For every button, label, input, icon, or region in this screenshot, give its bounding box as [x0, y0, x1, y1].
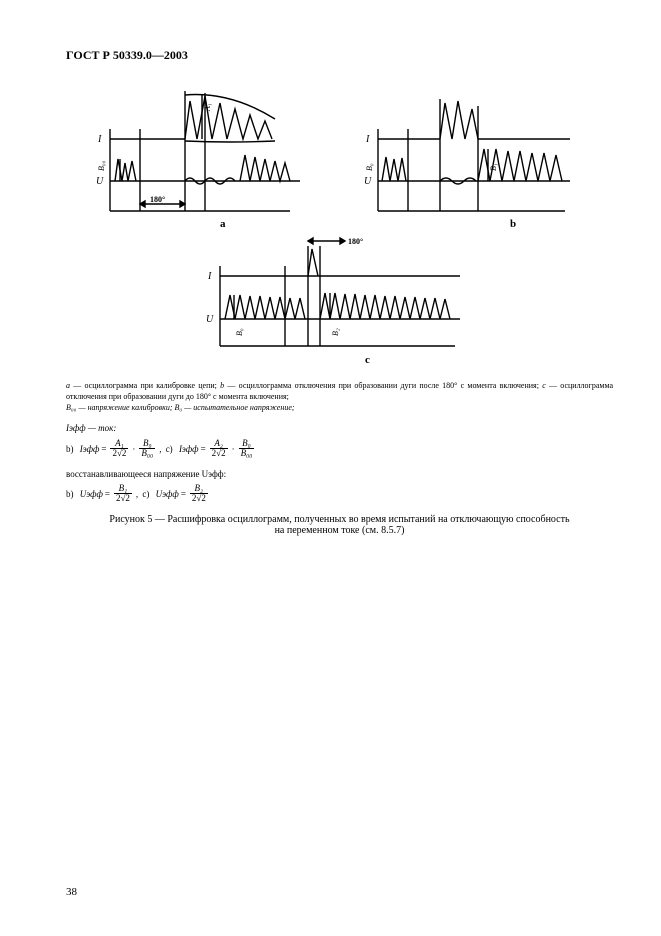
svg-text:180°: 180°: [150, 195, 165, 204]
svg-text:B₁: B₁: [489, 163, 498, 171]
figure-caption: Рисунок 5 — Расшифровка осциллограмм, по…: [66, 514, 613, 536]
svg-text:b: b: [510, 218, 516, 230]
svg-text:U: U: [206, 314, 214, 325]
figure-legend: a — осциллограмма при калибровке цепи; b…: [66, 381, 613, 413]
figure-b: I U B₀ B₁ b: [360, 81, 590, 231]
svg-text:c: c: [365, 354, 370, 366]
svg-text:I: I: [97, 134, 102, 145]
svg-text:B₂: B₂: [331, 328, 340, 336]
svg-text:I: I: [207, 271, 212, 282]
formula-block: Iэфф — ток: b) Iэфф = A₁2√2 · B₀B₀₀ , c)…: [66, 421, 613, 504]
figure-area: I U B₀₀ A₁ 180° a: [66, 81, 613, 371]
svg-text:A₁: A₁: [203, 103, 212, 112]
figure-a: I U B₀₀ A₁ 180° a: [90, 81, 320, 231]
svg-text:a: a: [220, 218, 226, 230]
figure-c: I U 180° B₀ B₂ c: [190, 231, 490, 371]
page-number: 38: [66, 886, 77, 898]
svg-text:B₀: B₀: [365, 163, 374, 171]
svg-text:180°: 180°: [348, 237, 363, 246]
svg-text:B₀₀: B₀₀: [97, 160, 106, 171]
svg-text:I: I: [365, 134, 370, 145]
svg-text:B₀: B₀: [235, 328, 244, 336]
doc-header: ГОСТ Р 50339.0—2003: [66, 48, 613, 63]
svg-text:U: U: [364, 176, 372, 187]
svg-text:U: U: [96, 176, 104, 187]
